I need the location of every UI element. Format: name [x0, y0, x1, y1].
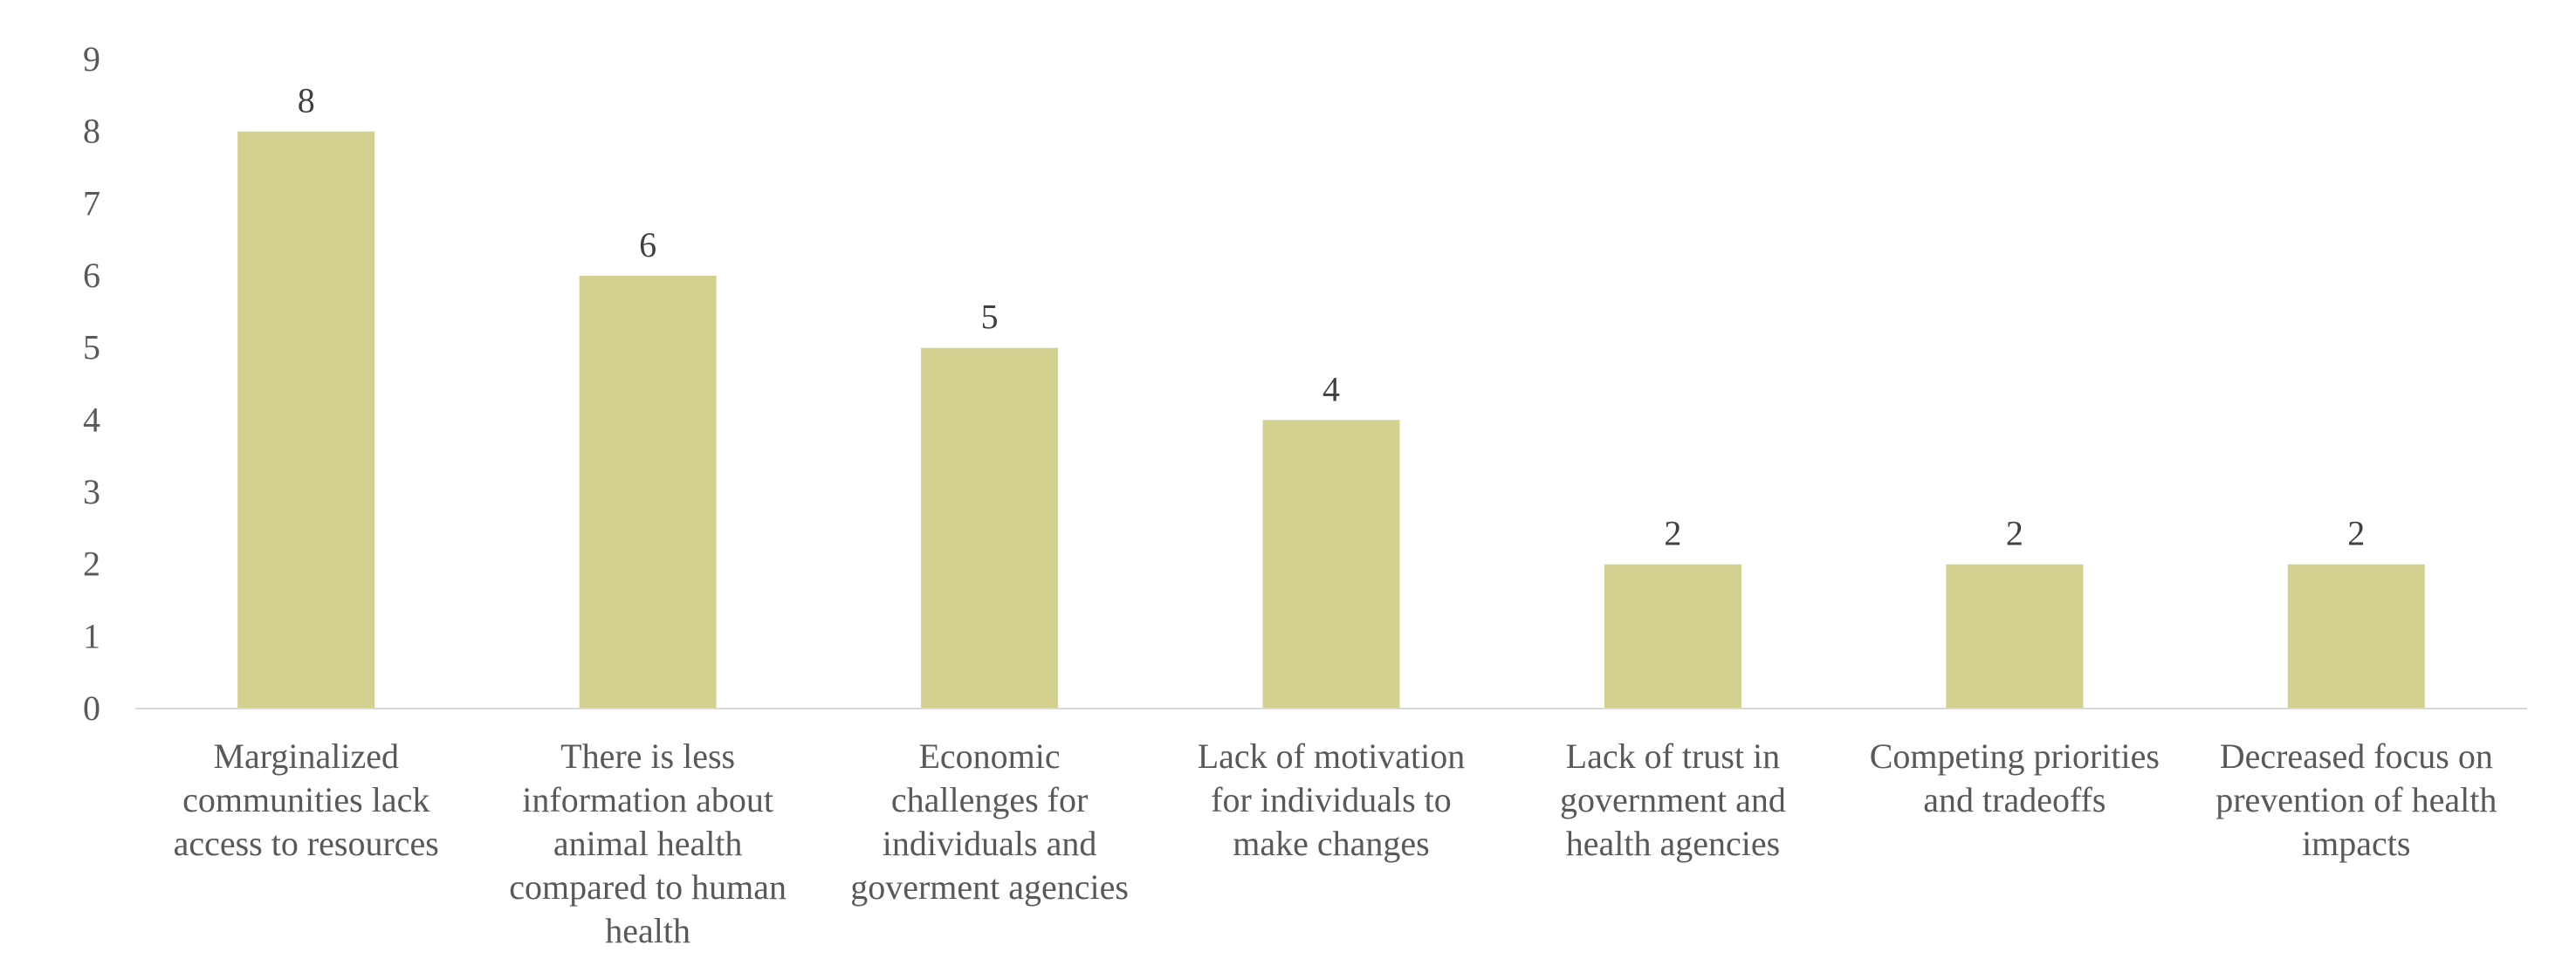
x-tick-label-line: compared to human: [509, 867, 787, 907]
y-tick-label: 7: [83, 183, 100, 223]
x-tick-label-line: Marginalized: [213, 736, 399, 776]
x-tick-label-line: individuals and: [883, 824, 1097, 863]
x-tick-label-line: health agencies: [1566, 824, 1780, 863]
bar: [1604, 564, 1741, 709]
x-tick-label-line: Lack of motivation: [1198, 736, 1466, 776]
bar: [237, 131, 375, 709]
data-label: 8: [298, 81, 315, 120]
x-tick-label-line: government and: [1560, 780, 1786, 819]
x-tick-label-line: communities lack: [182, 780, 429, 819]
y-tick-label: 6: [83, 256, 100, 295]
y-tick-label: 5: [83, 328, 100, 367]
bar: [579, 276, 717, 709]
y-tick-label: 4: [83, 400, 100, 439]
x-tick-label-line: impacts: [2302, 824, 2410, 863]
x-tick-label: Competing priorities and tradeoffs: [1870, 736, 2160, 819]
y-tick-label: 3: [83, 472, 100, 511]
x-tick-label-line: animal health: [553, 824, 743, 863]
bar: [2287, 564, 2425, 709]
x-tick-label: Lack of motivation for individuals to make…: [1198, 736, 1466, 863]
x-tick-label-line: for individuals to: [1211, 780, 1452, 819]
bar: [1946, 564, 2084, 709]
x-tick-label-line: health: [605, 911, 690, 950]
x-tick-label-line: Competing priorities: [1870, 736, 2160, 776]
x-tick-label-line: Economic: [918, 736, 1060, 776]
x-tick-label-line: prevention of health: [2215, 780, 2497, 819]
x-tick-label: Lack of trust in government and health age…: [1560, 736, 1786, 863]
x-tick-label-line: and tradeoffs: [1923, 780, 2105, 819]
data-label: 2: [2347, 514, 2365, 553]
x-tick-label-line: make changes: [1233, 824, 1429, 863]
x-axis: Marginalized communities lack access to re…: [174, 736, 2497, 950]
y-tick-label: 9: [83, 39, 100, 79]
x-tick-label-line: challenges for: [891, 780, 1088, 819]
x-tick-label-line: goverment agencies: [850, 867, 1129, 907]
data-label: 2: [2006, 514, 2023, 553]
x-tick-label: Marginalized communities lack access to re…: [174, 736, 439, 863]
bar: [921, 347, 1059, 709]
data-label: 5: [981, 298, 999, 337]
y-tick-label: 1: [83, 616, 100, 655]
y-tick-label: 2: [83, 545, 100, 584]
x-tick-label: Economic challenges for individuals and gov…: [850, 736, 1129, 907]
x-tick-label-line: Decreased focus on: [2220, 736, 2493, 776]
x-tick-label-line: information about: [522, 780, 773, 819]
bars: [237, 131, 2425, 709]
y-axis: 0 1 2 3 4 5 6 7 8 9: [83, 39, 100, 728]
bar: [1262, 420, 1400, 709]
x-tick-label: There is less information about animal hea…: [509, 736, 787, 950]
x-tick-label-line: access to resources: [174, 824, 439, 863]
data-labels: 8 6 5 4 2 2 2: [298, 81, 2366, 553]
x-tick-label: Decreased focus on prevention of health im…: [2215, 736, 2497, 863]
x-tick-label-line: There is less: [560, 736, 735, 776]
data-label: 4: [1322, 369, 1340, 408]
y-tick-label: 0: [83, 689, 100, 728]
x-tick-label-line: Lack of trust in: [1566, 736, 1781, 776]
y-tick-label: 8: [83, 112, 100, 151]
data-label: 6: [639, 225, 656, 264]
data-label: 2: [1664, 514, 1681, 553]
